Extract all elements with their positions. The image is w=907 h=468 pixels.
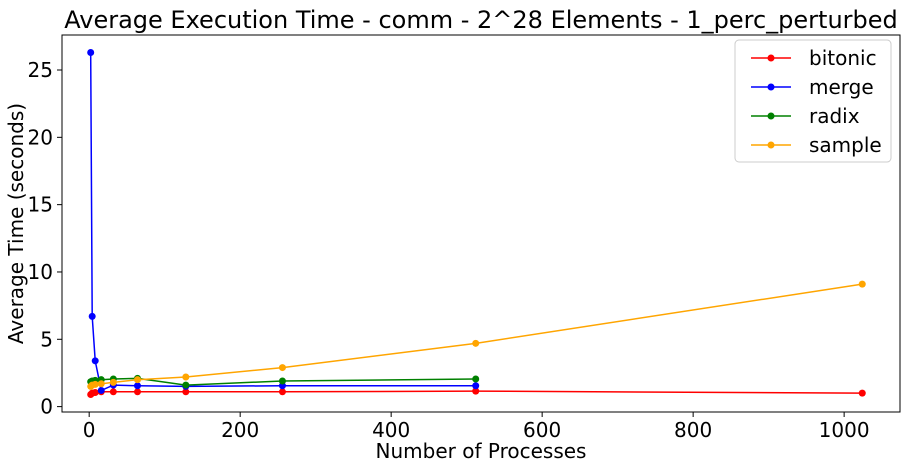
plot-area (61, 34, 901, 413)
legend-marker (767, 83, 775, 91)
legend-item-bitonic: bitonic (751, 46, 877, 70)
y-tick-label: 5 (40, 327, 53, 351)
data-point (278, 364, 286, 372)
x-tick-label: 400 (372, 418, 410, 442)
x-tick-label: 600 (523, 418, 561, 442)
legend-label: merge (809, 75, 874, 99)
series-bitonic (87, 387, 866, 398)
data-point (133, 376, 141, 384)
data-point (97, 380, 105, 388)
legend-label: sample (809, 133, 882, 157)
data-point (133, 388, 141, 396)
y-tick-label: 10 (28, 260, 53, 284)
data-point (472, 339, 480, 347)
data-point (858, 280, 866, 288)
data-point (97, 386, 105, 394)
series-merge (87, 49, 480, 394)
x-tick-label: 0 (83, 418, 96, 442)
data-point (182, 388, 190, 396)
data-point (182, 381, 190, 389)
chart-title: Average Execution Time - comm - 2^28 Ele… (64, 6, 898, 34)
legend-item-sample: sample (751, 133, 882, 157)
data-point (91, 357, 99, 365)
legend-label: radix (809, 104, 860, 128)
plot-frame (61, 34, 901, 413)
series-line (90, 283, 863, 387)
legend-item-merge: merge (751, 75, 874, 99)
x-axis: 0 200 400 600 800 1000 (83, 412, 870, 442)
series-layer (87, 49, 866, 398)
legend-box (734, 39, 892, 163)
data-point (133, 382, 141, 390)
data-point (88, 312, 96, 320)
x-tick-label: 1000 (819, 418, 870, 442)
data-point (472, 387, 480, 395)
data-point (278, 388, 286, 396)
data-point (472, 382, 480, 390)
y-tick-label: 0 (40, 395, 53, 419)
y-tick-label: 15 (28, 193, 53, 217)
series-line (89, 52, 476, 392)
data-point (91, 380, 99, 388)
y-tick-label: 25 (28, 58, 53, 82)
y-axis: 0 5 10 15 20 25 (28, 58, 62, 419)
data-point (858, 389, 866, 397)
y-tick-label: 20 (28, 125, 53, 149)
legend-marker (767, 54, 775, 62)
x-tick-label: 800 (674, 418, 712, 442)
x-axis-label: Number of Processes (376, 439, 587, 463)
legend-marker (767, 141, 775, 149)
legend-marker (767, 112, 775, 120)
data-point (182, 373, 190, 381)
data-point (109, 388, 117, 396)
legend: bitonic merge radix sample (734, 39, 892, 163)
data-point (87, 49, 95, 57)
data-point (109, 378, 117, 386)
legend-label: bitonic (809, 46, 877, 70)
x-tick-label: 200 (221, 418, 259, 442)
y-axis-label: Average Time (seconds) (4, 103, 28, 344)
data-point (91, 388, 99, 396)
data-point (278, 377, 286, 385)
series-sample (87, 280, 866, 390)
legend-item-radix: radix (751, 104, 860, 128)
data-point (472, 375, 480, 383)
